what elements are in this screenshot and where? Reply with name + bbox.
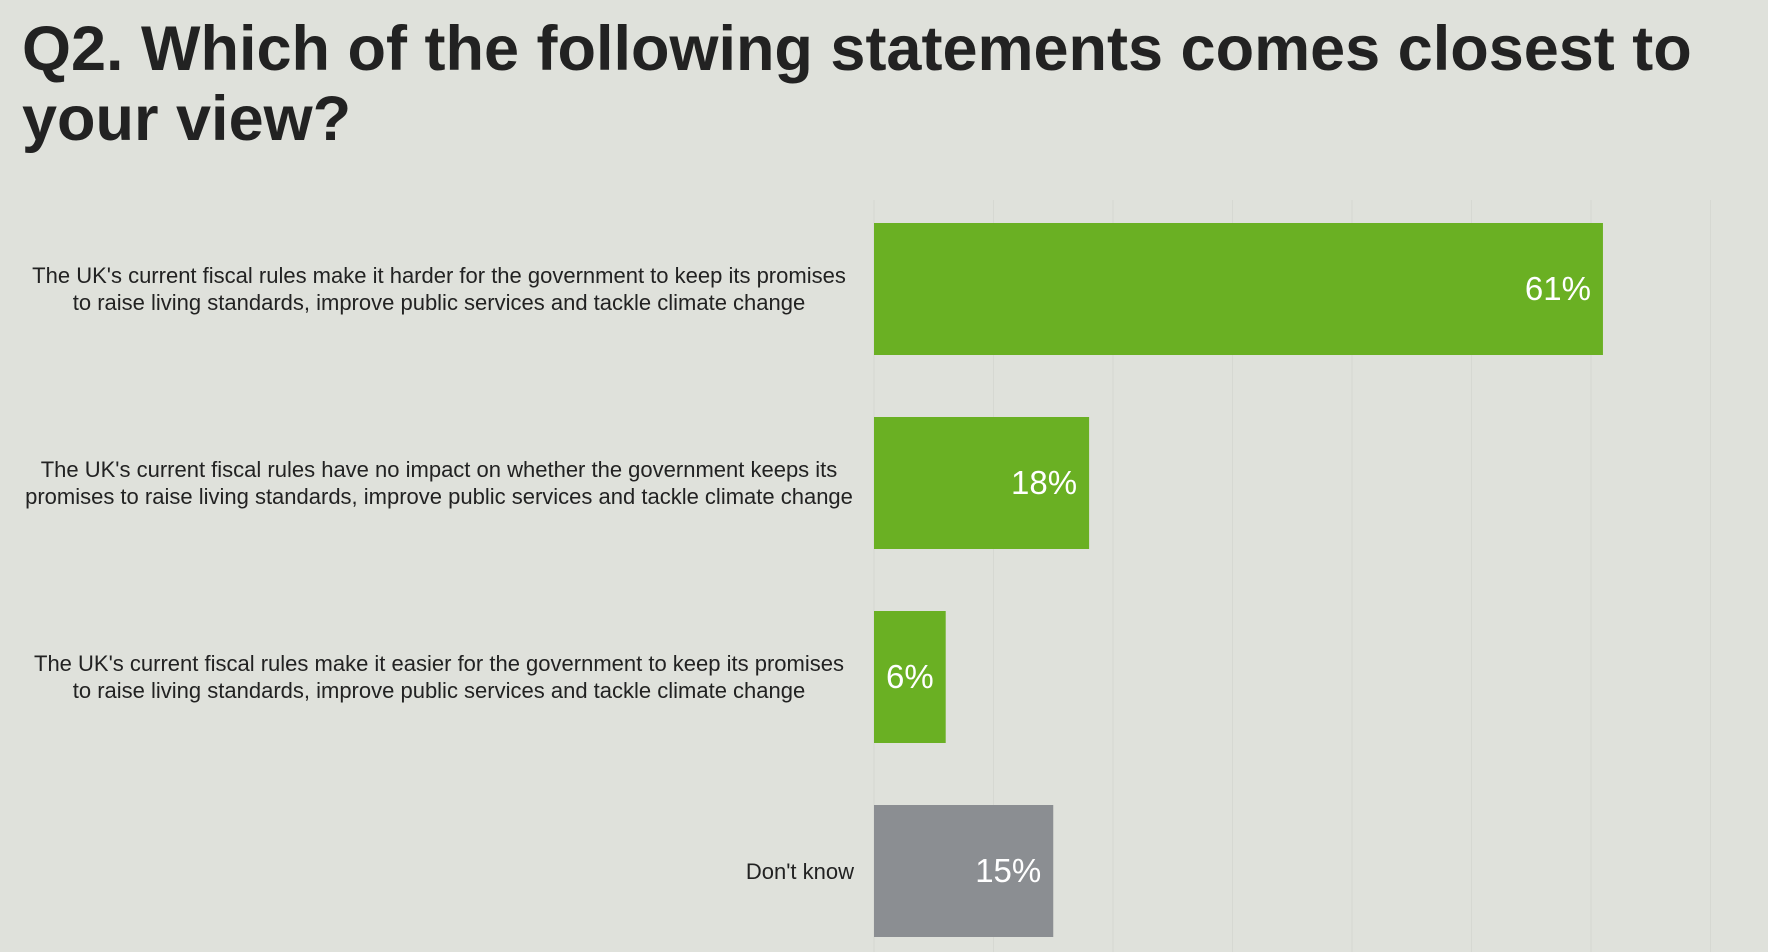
category-label: Don't know (24, 805, 854, 937)
bar (874, 223, 1603, 355)
category-label: The UK's current fiscal rules have no im… (24, 417, 854, 549)
bar (874, 805, 1054, 937)
bar (874, 611, 946, 743)
data-label: 18% (1011, 464, 1077, 501)
category-label-text: The UK's current fiscal rules make it ea… (34, 651, 844, 703)
category-label: The UK's current fiscal rules make it ha… (24, 223, 854, 355)
bar (874, 417, 1090, 549)
data-label: 6% (886, 658, 934, 695)
category-label-text: The UK's current fiscal rules make it ha… (32, 263, 846, 315)
category-label-text: The UK's current fiscal rules have no im… (25, 457, 853, 509)
category-label: The UK's current fiscal rules make it ea… (24, 611, 854, 743)
category-label-text: Don't know (745, 858, 854, 884)
data-label: 61% (1525, 270, 1591, 307)
data-label: 15% (975, 852, 1041, 889)
chart-title: Q2. Which of the following statements co… (22, 14, 1692, 154)
